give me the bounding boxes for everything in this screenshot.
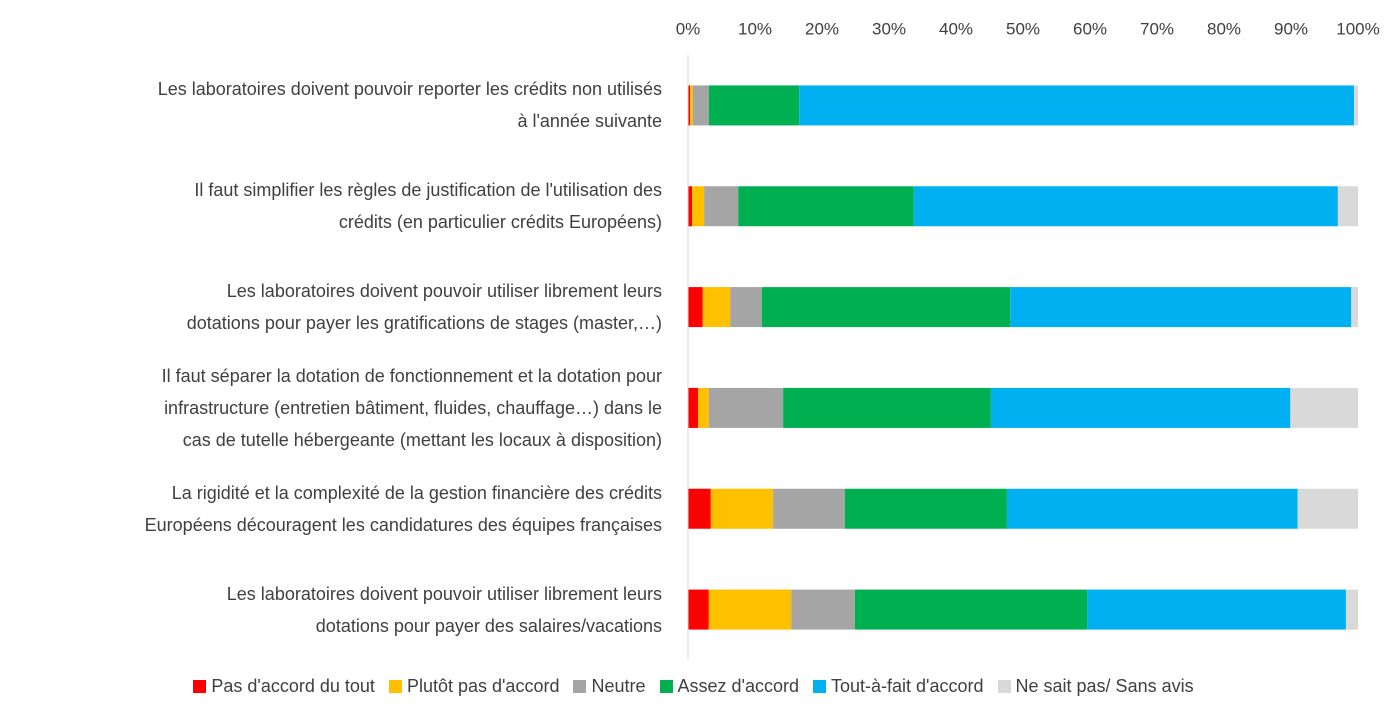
bar-segment <box>710 488 774 529</box>
bar-segment <box>1290 387 1358 428</box>
legend-swatch <box>388 680 402 693</box>
bar-segment <box>688 488 711 529</box>
bar-segment <box>761 287 1011 328</box>
x-tick-label: 80% <box>1207 19 1241 38</box>
bar-segment <box>738 186 914 227</box>
legend-item: Plutôt pas d'accord <box>388 676 560 697</box>
legend-swatch <box>659 680 673 693</box>
legend-label: Pas d'accord du tout <box>211 676 375 696</box>
bar-segment <box>773 488 845 529</box>
legend-label: Ne sait pas/ Sans avis <box>1015 676 1194 696</box>
legend-swatch <box>813 680 826 693</box>
legend-label: Tout-à-fait d'accord <box>831 676 984 696</box>
bar-segment <box>692 85 709 126</box>
legend-swatch <box>193 680 207 693</box>
bar-segment <box>913 186 1338 227</box>
bar-segment <box>1337 186 1358 227</box>
bar-segment <box>1087 589 1346 630</box>
legend-label: Neutre <box>591 676 646 696</box>
legend: Pas d'accord du tout Plutôt pas d'accord N… <box>0 676 1387 697</box>
legend-label: Assez d'accord <box>677 676 800 696</box>
bar-segment <box>730 287 762 328</box>
bar-segment <box>698 387 709 428</box>
bar-segment <box>791 589 855 630</box>
x-tick-label: 90% <box>1274 19 1308 38</box>
category-label: Les laboratoires doivent pouvoir utilise… <box>186 281 662 334</box>
bar-segment <box>783 387 991 428</box>
bar-segment <box>708 387 784 428</box>
bar-segment <box>844 488 1007 529</box>
bar-segment <box>688 589 709 630</box>
bar-segment <box>1351 287 1358 328</box>
legend-item: Tout-à-fait d'accord <box>813 676 984 697</box>
legend-label: Plutôt pas d'accord <box>406 676 560 696</box>
category-label: Il faut simplifier les règles de justifi… <box>194 180 662 233</box>
category-label: Les laboratoires doivent pouvoir utilise… <box>226 583 662 636</box>
bar-segment <box>1006 488 1298 529</box>
bar-segment <box>708 85 800 126</box>
x-tick-label: 0% <box>676 19 701 38</box>
x-tick-label: 40% <box>939 19 973 38</box>
x-tick-label: 50% <box>1006 19 1040 38</box>
bar-segment <box>688 387 699 428</box>
legend-item: Assez d'accord <box>659 676 800 697</box>
bar-segment <box>1010 287 1352 328</box>
x-tick-label: 100% <box>1336 19 1379 38</box>
legend-swatch <box>997 680 1011 693</box>
bar-segment <box>990 387 1291 428</box>
x-tick-label: 10% <box>738 19 772 38</box>
bar-segment <box>1353 85 1358 126</box>
x-tick-label: 30% <box>872 19 906 38</box>
category-label: La rigidité et la complexité de la gesti… <box>144 482 662 535</box>
bar-segment <box>704 186 739 227</box>
bar-segment <box>702 287 731 328</box>
bar-segment <box>799 85 1354 126</box>
bar-segment <box>1345 589 1358 630</box>
category-label: Il faut séparer la dotation de fonctionn… <box>161 365 662 450</box>
x-tick-label: 70% <box>1140 19 1174 38</box>
bar-segment <box>690 85 693 126</box>
bar-segment <box>1297 488 1358 529</box>
x-tick-label: 20% <box>805 19 839 38</box>
bar-segment <box>708 589 792 630</box>
bar-segment <box>692 186 705 227</box>
bar-segment <box>688 186 693 227</box>
legend-item: Pas d'accord du tout <box>193 676 375 697</box>
category-label: Les laboratoires doivent pouvoir reporte… <box>157 79 662 132</box>
bar-segment <box>688 85 691 126</box>
x-tick-label: 60% <box>1073 19 1107 38</box>
bar-segment <box>854 589 1088 630</box>
legend-swatch <box>573 680 587 693</box>
legend-item: Ne sait pas/ Sans avis <box>997 676 1194 697</box>
bar-segment <box>688 287 703 328</box>
legend-item: Neutre <box>573 676 646 697</box>
